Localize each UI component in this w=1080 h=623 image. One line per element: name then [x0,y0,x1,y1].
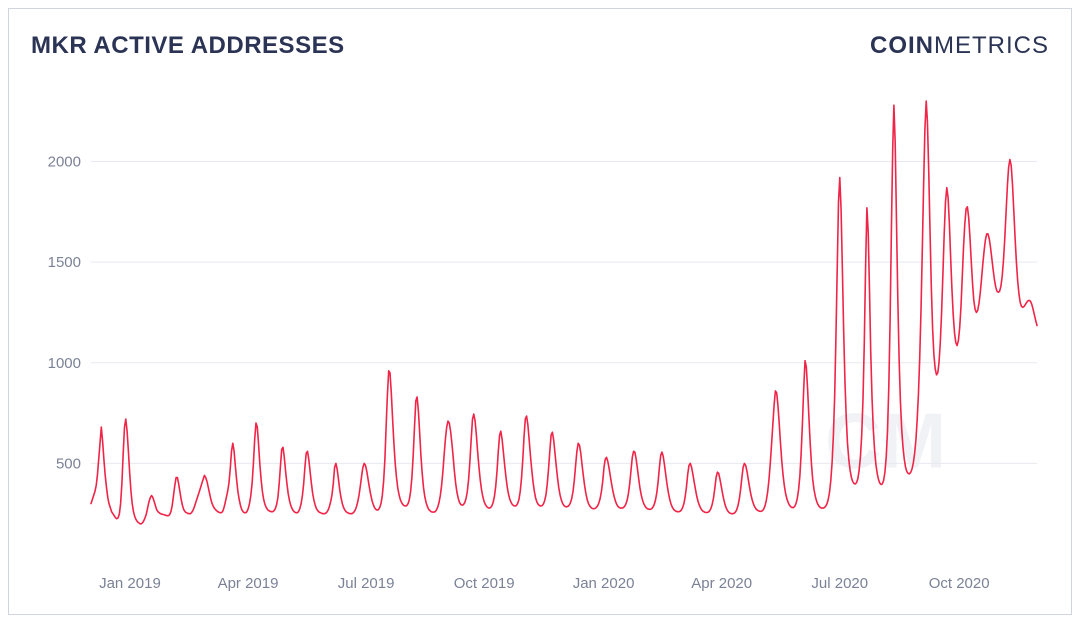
y-tick-label: 1000 [48,355,81,372]
y-tick-label: 1500 [48,254,81,271]
chart-header: MKR ACTIVE ADDRESSES COINMETRICS [31,27,1049,65]
brand-logo: COINMETRICS [870,32,1049,60]
chart-svg: CM500100015002000Jan 2019Apr 2019Jul 201… [31,65,1049,600]
outer-container: MKR ACTIVE ADDRESSES COINMETRICS CM50010… [0,0,1080,623]
x-tick-label: Apr 2020 [691,575,752,592]
y-tick-label: 500 [56,455,81,472]
x-tick-label: Jul 2020 [811,575,868,592]
chart-plot-area: CM500100015002000Jan 2019Apr 2019Jul 201… [31,65,1049,600]
x-tick-label: Jan 2019 [99,575,161,592]
brand-bold: COIN [870,32,934,59]
brand-rest: METRICS [934,32,1049,59]
x-tick-label: Jan 2020 [573,575,635,592]
chart-title: MKR ACTIVE ADDRESSES [31,32,345,60]
chart-frame: MKR ACTIVE ADDRESSES COINMETRICS CM50010… [8,8,1072,615]
x-tick-label: Oct 2020 [929,575,990,592]
x-tick-label: Jul 2019 [338,575,395,592]
x-tick-label: Apr 2019 [218,575,279,592]
y-tick-label: 2000 [48,154,81,171]
x-tick-label: Oct 2019 [454,575,515,592]
